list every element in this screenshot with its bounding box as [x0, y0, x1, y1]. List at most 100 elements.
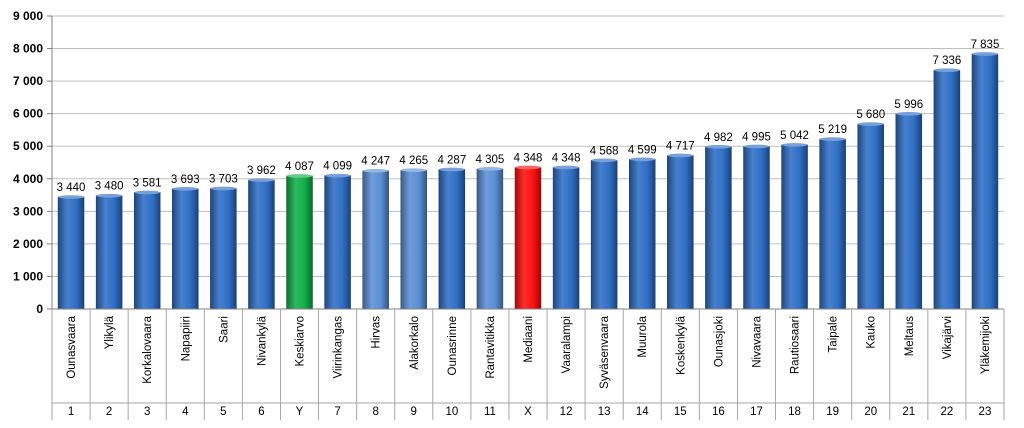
bar-keskiarvo — [286, 175, 313, 310]
y-tick-label: 6 000 — [13, 107, 43, 121]
rank-label: 4 — [182, 406, 189, 418]
bar-mediaani — [514, 167, 542, 310]
data-label: 5 219 — [818, 124, 847, 136]
data-label: 3 440 — [57, 182, 86, 194]
data-label: 3 581 — [133, 177, 162, 189]
y-tick-label: 5 000 — [13, 139, 43, 153]
y-tick-label: 8 000 — [13, 42, 43, 56]
data-label: 4 287 — [437, 154, 466, 166]
data-label: 3 480 — [95, 181, 124, 193]
bar-top-highlight — [286, 174, 313, 178]
y-tick-label: 1 000 — [13, 269, 43, 283]
y-tick-label: 2 000 — [13, 237, 43, 251]
rank-label: 20 — [864, 406, 877, 418]
bar-top-highlight — [667, 153, 694, 158]
rank-label: 2 — [106, 406, 112, 418]
rank-label: 7 — [334, 406, 340, 418]
bar-top-highlight — [324, 173, 351, 178]
rank-label: 16 — [712, 406, 725, 418]
data-label: 7 835 — [971, 39, 1000, 51]
rank-label: 10 — [445, 406, 458, 418]
bar-top-highlight — [96, 193, 123, 198]
bar-top-highlight — [933, 68, 960, 72]
bar-koskenkylä — [667, 155, 694, 310]
y-tick-label: 0 — [36, 302, 43, 316]
x-tick-label: Koskenkylä — [675, 315, 687, 374]
bar-kauko — [857, 123, 884, 310]
bar-rantavitikka — [476, 168, 504, 310]
rank-label: X — [524, 406, 532, 418]
rank-label: 6 — [258, 406, 264, 418]
rank-label: 1 — [68, 406, 74, 418]
bar-top-highlight — [972, 52, 998, 56]
category-labels: Ounasvaara 1 Ylikylä 2 Korkalovaara 3 Napapiir… — [66, 315, 992, 418]
x-tick-label: Nivavaara — [751, 315, 763, 367]
x-tick-label: Rautiosaari — [790, 316, 802, 374]
data-label: 4 348 — [514, 152, 543, 164]
bar-top-highlight — [705, 145, 732, 149]
y-tick-label: 3 000 — [13, 204, 43, 218]
x-tick-label: Keskiarvo — [295, 316, 307, 367]
data-label: 4 305 — [476, 154, 505, 166]
bar-viirinkangas — [324, 175, 351, 310]
bar-nivavaara — [743, 146, 770, 310]
bar-saari — [210, 188, 237, 310]
data-label: 5 996 — [894, 99, 923, 111]
data-label: 4 265 — [399, 155, 428, 167]
bar-vikajärvi — [933, 69, 961, 310]
bar-top-highlight — [362, 168, 389, 173]
x-tick-label: Ounasrinne — [447, 316, 459, 375]
x-tick-label: Hirvas — [371, 316, 383, 349]
x-tick-label: Syväsenvaara — [599, 315, 611, 388]
data-label: 4 348 — [552, 152, 581, 164]
rank-label: 3 — [144, 406, 150, 418]
rank-label: 19 — [826, 406, 839, 418]
x-tick-label: Meltaus — [904, 316, 916, 357]
bar-top-highlight — [857, 122, 884, 126]
bar-ounasrinne — [438, 169, 466, 310]
x-tick-label: Ounasvaara — [66, 315, 78, 378]
bar-top-highlight — [400, 168, 427, 172]
bar-top-highlight — [438, 167, 465, 172]
rank-label: Y — [296, 406, 304, 418]
bar-nivankylä — [248, 179, 275, 310]
bar-top-highlight — [819, 137, 846, 141]
rank-label: 5 — [220, 406, 226, 418]
data-label: 3 693 — [171, 174, 200, 186]
x-tick-label: Nivankylä — [256, 315, 268, 365]
x-tick-label: Korkalovaara — [142, 315, 154, 383]
data-label: 4 247 — [361, 156, 390, 168]
y-tick-label: 7 000 — [13, 74, 43, 88]
x-tick-label: Napapiiri — [180, 316, 192, 361]
bar-taipale — [819, 138, 846, 310]
rank-label: 12 — [560, 406, 573, 418]
bar-top-highlight — [248, 178, 275, 182]
bar-korkalovaara — [133, 192, 161, 310]
x-tick-label: Alakorkalo — [409, 316, 421, 370]
rank-label: 8 — [372, 406, 378, 418]
x-tick-label: Kauko — [866, 316, 878, 349]
x-tick-label: Saari — [218, 316, 230, 343]
rank-label: 9 — [411, 406, 417, 418]
data-label: 4 982 — [704, 132, 733, 144]
y-tick-label: 9 000 — [13, 9, 43, 23]
rank-label: 18 — [788, 406, 801, 418]
data-label: 5 042 — [780, 130, 809, 142]
data-label: 7 336 — [932, 55, 961, 67]
bar-top-highlight — [210, 186, 237, 191]
x-tick-label: Mediaani — [523, 316, 535, 363]
bar-hirvas — [362, 170, 389, 310]
x-tick-label: Viirinkangas — [333, 316, 345, 379]
data-label: 5 680 — [856, 109, 885, 121]
data-label: 3 962 — [247, 165, 276, 177]
bar-top-highlight — [515, 165, 541, 170]
bar-top-highlight — [629, 157, 656, 162]
axes — [51, 16, 1005, 420]
bar-top-highlight — [58, 195, 84, 199]
y-axis-ticks: 0 1 000 2 000 3 000 4 000 5 000 6 000 7 000 8 00… — [13, 9, 52, 316]
bar-ounasvaara — [57, 196, 85, 310]
rank-label: 13 — [598, 406, 611, 418]
x-tick-label: Ounasjoki — [713, 316, 725, 367]
bar-alakorkalo — [400, 169, 428, 310]
